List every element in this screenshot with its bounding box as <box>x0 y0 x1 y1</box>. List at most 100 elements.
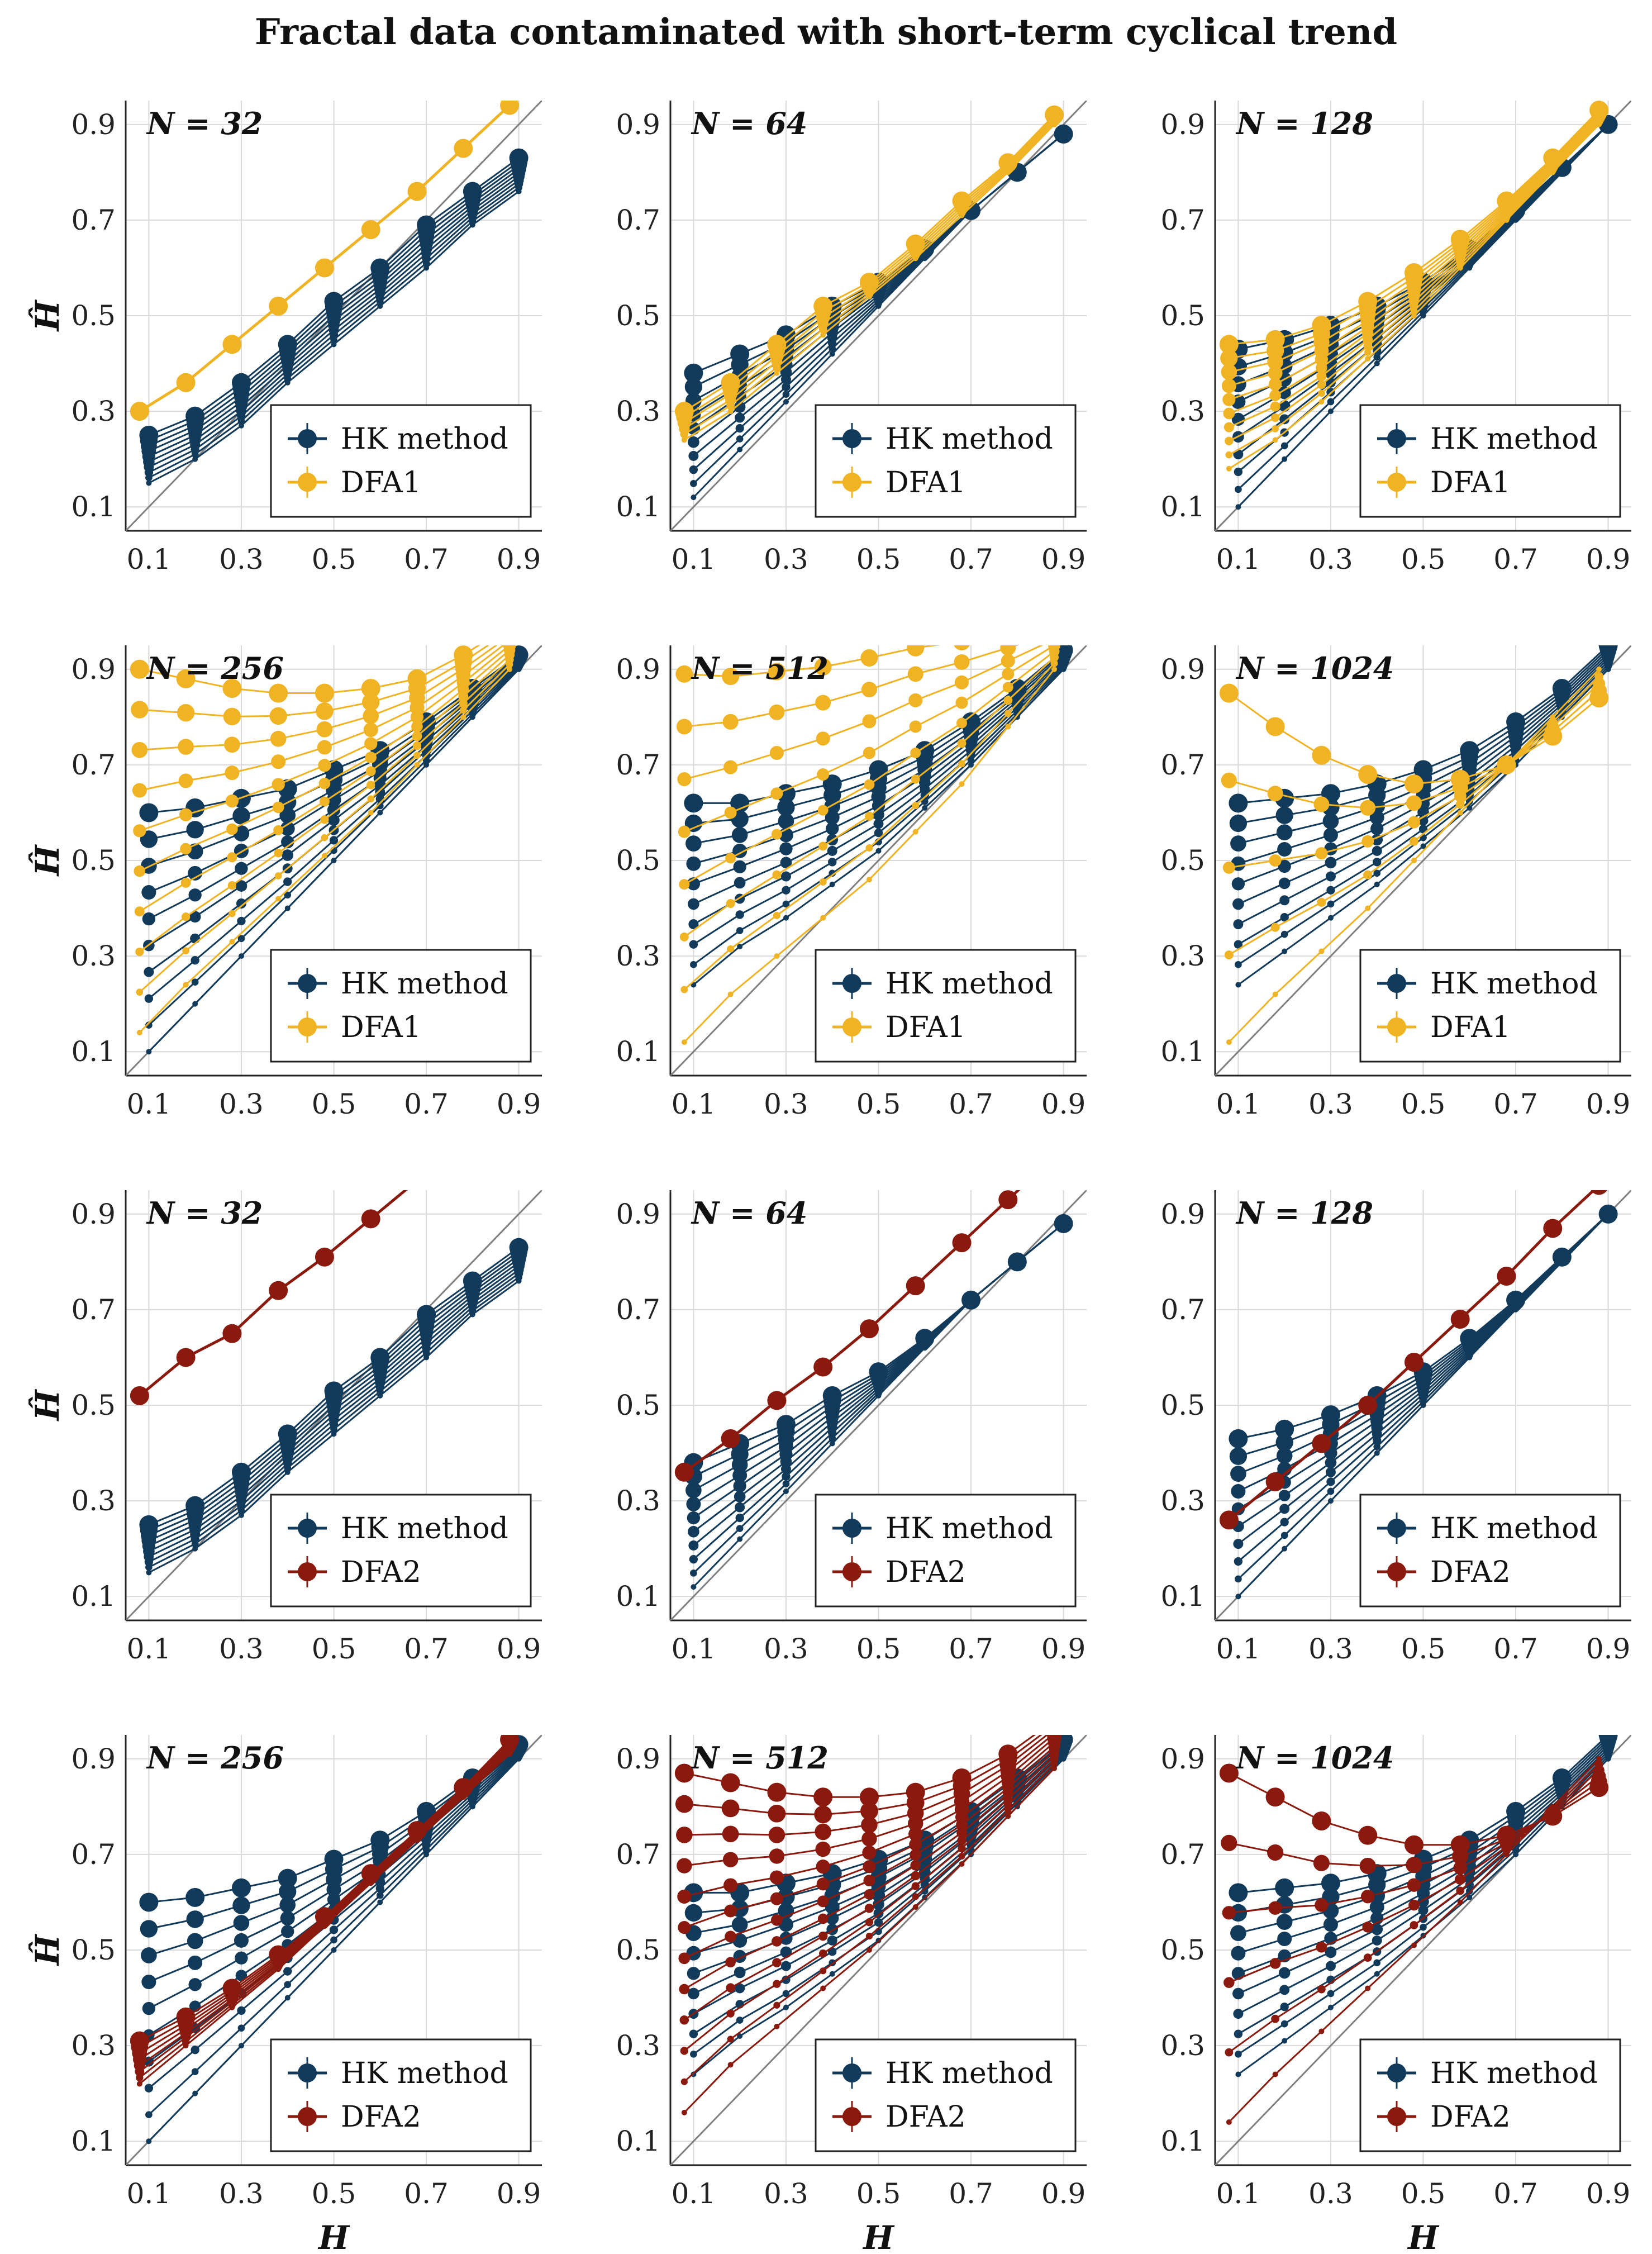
series-line-dfa2 <box>1229 1772 1599 1846</box>
legend: HK method DFA1 <box>1359 949 1621 1063</box>
x-tick-label: 0.1 <box>1216 1088 1261 1120</box>
data-point-hk <box>1327 1487 1335 1495</box>
data-point-dfa1 <box>953 612 972 631</box>
data-point-hk <box>1369 810 1384 825</box>
y-tick-label: 0.1 <box>616 491 660 523</box>
data-point-dfa1 <box>726 899 735 908</box>
y-tick-label: 0.5 <box>616 299 660 332</box>
data-point-hk <box>1229 814 1248 833</box>
y-tick-label: 0.5 <box>1160 1934 1205 1966</box>
data-point-dfa2 <box>1219 1763 1239 1783</box>
data-point-dfa1 <box>272 778 285 791</box>
x-tick-label: 0.9 <box>1586 1633 1631 1665</box>
data-point-hk <box>1552 1768 1572 1787</box>
data-point-hk <box>1054 1214 1073 1233</box>
data-point-hk <box>1327 2004 1334 2010</box>
data-point-hk <box>1235 2050 1242 2058</box>
data-point-hk <box>278 1868 297 1888</box>
legend-marker <box>298 429 317 448</box>
data-point-dfa1 <box>1363 870 1373 879</box>
data-point-dfa1 <box>1002 668 1015 681</box>
data-point-dfa1 <box>1269 389 1281 401</box>
data-point-hk <box>1280 930 1288 938</box>
data-point-hk <box>1460 1329 1479 1348</box>
x-tick-label: 0.3 <box>764 543 808 576</box>
data-point-dfa1 <box>501 622 518 640</box>
data-point-dfa1 <box>817 768 830 781</box>
subplot-3: 0.1 0.1 0.3 0.3 0.5 0.5 0.7 0.7 0.9 0.9 N = 128 HK … <box>1160 101 1631 576</box>
data-point-dfa1 <box>1051 666 1058 672</box>
plot-area <box>670 1190 1087 1620</box>
data-point-hk <box>423 1354 430 1361</box>
data-point-hk <box>284 1981 292 1989</box>
data-point-dfa1 <box>820 915 826 921</box>
x-tick-label: 0.1 <box>127 2177 172 2210</box>
data-point-dfa1 <box>318 759 331 772</box>
data-point-dfa2 <box>408 1171 427 1190</box>
data-point-hk <box>377 810 383 816</box>
data-point-dfa1 <box>316 721 333 738</box>
data-point-dfa1 <box>907 645 925 657</box>
data-point-dfa1 <box>176 669 196 688</box>
data-point-dfa2 <box>1272 2071 1278 2077</box>
data-point-dfa1 <box>180 843 192 855</box>
data-point-dfa2 <box>130 1386 149 1405</box>
data-point-dfa1 <box>1226 465 1232 472</box>
data-point-hk <box>235 1970 247 1981</box>
data-point-hk <box>1275 1419 1294 1439</box>
x-tick-label: 0.5 <box>312 2177 356 2210</box>
data-point-dfa1 <box>504 645 515 648</box>
data-point-dfa2 <box>911 1871 920 1881</box>
data-point-dfa2 <box>817 1913 829 1924</box>
legend-label: DFA1 <box>341 1011 421 1044</box>
data-point-hk <box>783 399 789 405</box>
data-point-hk <box>1230 1925 1246 1941</box>
data-point-dfa2 <box>1497 1267 1516 1286</box>
data-point-dfa1 <box>1497 755 1516 774</box>
data-point-dfa1 <box>813 296 833 316</box>
data-point-hk <box>734 401 746 413</box>
data-point-dfa1 <box>226 823 238 835</box>
data-point-dfa2 <box>1589 1778 1609 1798</box>
data-point-hk <box>1235 960 1242 968</box>
legend-marker <box>842 974 861 993</box>
data-point-dfa1 <box>132 783 147 798</box>
x-tick-label: 0.3 <box>764 1088 808 1120</box>
y-tick-label: 0.9 <box>71 1198 116 1230</box>
y-tick-label: 0.7 <box>616 749 660 781</box>
data-point-dfa2 <box>176 2007 196 2027</box>
data-point-dfa2 <box>222 1324 242 1343</box>
data-point-hk <box>734 1966 746 1979</box>
data-point-hk <box>186 821 204 839</box>
data-point-dfa1 <box>774 370 780 376</box>
data-point-hk <box>1277 1932 1292 1947</box>
data-point-dfa1 <box>1364 349 1372 356</box>
data-point-hk <box>139 1515 159 1534</box>
legend-label: HK method <box>341 2057 508 2090</box>
legend-label: DFA1 <box>1430 466 1511 500</box>
subplot-11: 0.1 0.1 0.3 0.3 0.5 0.5 0.7 0.7 0.9 0.9 N = 512 HK … <box>616 1735 1087 2254</box>
data-point-hk <box>331 1431 337 1437</box>
data-point-dfa2 <box>1450 1835 1470 1854</box>
data-point-hk <box>690 480 697 487</box>
data-point-dfa1 <box>818 841 828 851</box>
data-point-hk <box>684 363 703 383</box>
data-point-dfa1 <box>1318 948 1325 954</box>
legend: HK method DFA2 <box>270 2038 532 2152</box>
data-point-dfa1 <box>819 878 827 886</box>
data-point-dfa1 <box>183 982 189 988</box>
data-point-hk <box>1278 400 1291 412</box>
legend-label: HK method <box>885 1512 1053 1546</box>
data-point-dfa1 <box>721 373 740 392</box>
data-point-dfa1 <box>134 865 146 877</box>
plot-area <box>126 1171 542 1620</box>
data-point-dfa1 <box>678 825 691 838</box>
data-point-dfa1 <box>227 881 237 890</box>
data-point-hk <box>736 2017 744 2024</box>
data-point-dfa2 <box>909 1838 922 1851</box>
legend-box <box>815 949 1077 1063</box>
data-point-hk <box>281 1925 294 1938</box>
data-point-dfa1 <box>365 752 377 763</box>
panel-label: N = 32 <box>146 1195 263 1231</box>
data-point-hk <box>187 1933 203 1949</box>
